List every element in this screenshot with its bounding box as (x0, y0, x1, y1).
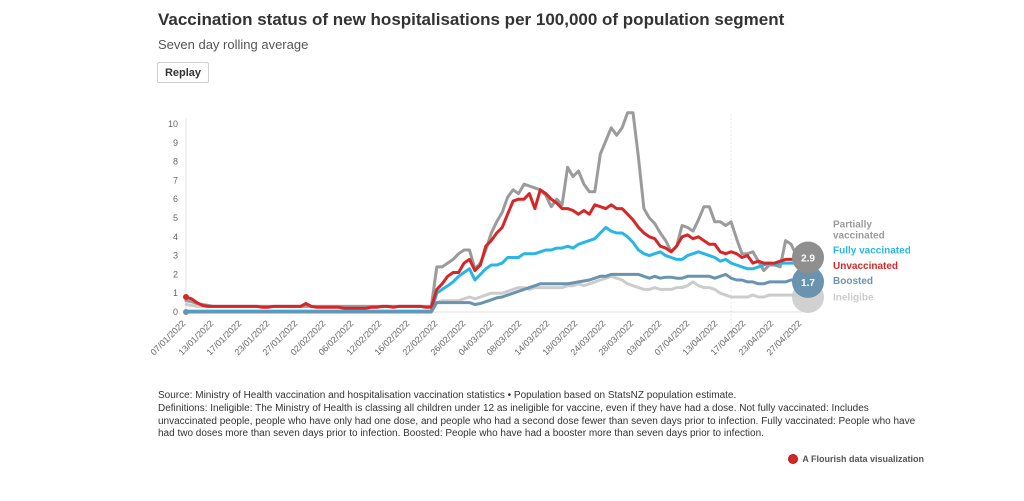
chart-footer: Source: Ministry of Health vaccination a… (158, 390, 918, 441)
end-value-bubble (792, 265, 824, 298)
y-tick-label: 6 (173, 194, 178, 204)
replay-button[interactable]: Replay (157, 62, 209, 83)
series-line-unvaccinated (184, 188, 804, 310)
legend-label: Unvaccinated (833, 261, 898, 272)
series-line-ineligible (184, 274, 804, 308)
flourish-credit-label: A Flourish data visualization (802, 454, 924, 464)
definitions-note: Definitions: Ineligible: The Ministry of… (158, 402, 916, 440)
y-tick-label: 3 (173, 251, 178, 261)
legend-label: Partially vaccinated (833, 219, 885, 241)
y-tick-label: 2 (173, 269, 178, 279)
chart-subtitle: Seven day rolling average (158, 37, 309, 52)
y-tick-label: 5 (173, 213, 178, 223)
y-tick-label: 10 (168, 119, 178, 129)
y-tick-label: 0 (173, 307, 178, 317)
source-note: Source: Ministry of Health vaccination a… (158, 390, 737, 401)
y-tick-label: 1 (173, 288, 178, 298)
legend-label: Fully vaccinated (833, 246, 910, 257)
end-value-bubble (792, 241, 824, 274)
flourish-credit[interactable]: A Flourish data visualization (788, 454, 924, 464)
y-tick-label: 7 (173, 175, 178, 185)
chart-title: Vaccination status of new hospitalisatio… (158, 10, 785, 29)
series-line-boosted (184, 272, 804, 314)
y-tick-label: 4 (173, 232, 178, 242)
legend-label: Ineligibe (833, 293, 874, 304)
y-tick-label: 8 (173, 157, 178, 167)
flourish-logo-icon (788, 454, 799, 464)
series-start-dot (183, 293, 189, 300)
end-value-label: 2.9 (801, 253, 815, 264)
reference-marker (729, 330, 734, 334)
series-start-dot (183, 309, 189, 315)
legend-label: Boosted (833, 276, 873, 287)
y-tick-label: 9 (173, 138, 178, 148)
end-value-label: 1.7 (801, 278, 815, 289)
line-chart: 01234567891007/01/202213/01/202217/01/20… (150, 111, 910, 357)
